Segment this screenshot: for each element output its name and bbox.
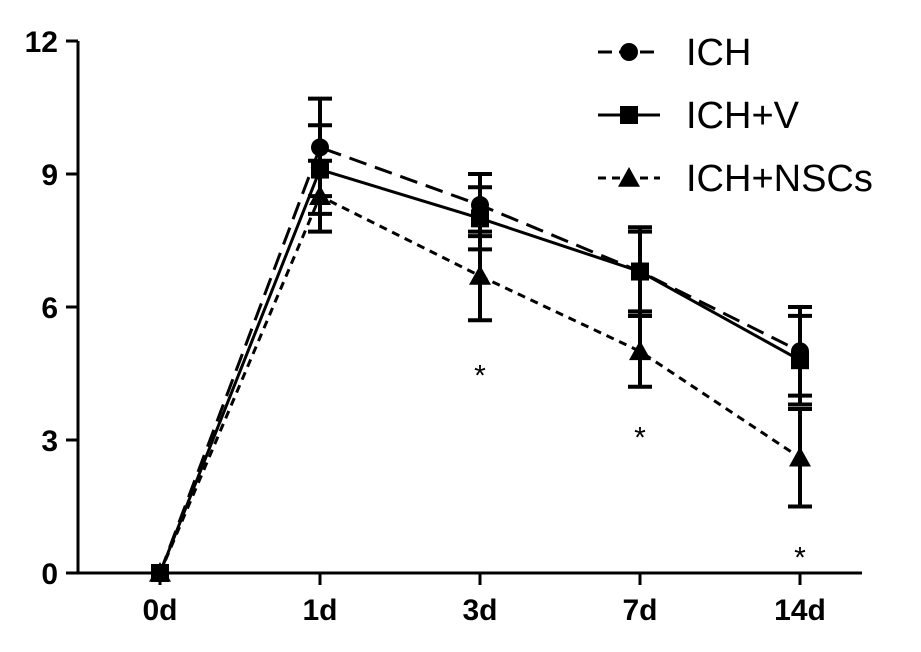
x-tick-label: 1d: [302, 594, 337, 627]
x-tick-label: 3d: [462, 594, 497, 627]
data-point: [471, 209, 489, 228]
x-tick-label: 0d: [142, 594, 177, 627]
y-tick-label: 12: [25, 26, 58, 59]
legend-marker: [620, 106, 638, 124]
series-ich-v: [151, 123, 812, 582]
legend-label: ICH+NSCs: [686, 158, 873, 200]
y-tick-label: 0: [41, 558, 58, 591]
y-tick-label: 6: [41, 292, 58, 325]
data-point: [791, 351, 809, 370]
annotations: * * *: [474, 360, 806, 575]
axes: 0 3 6 9 12 0d 1d 3d 7d 14d: [25, 26, 862, 627]
legend: ICH ICH+V ICH+NSCs: [598, 32, 873, 200]
y-tick-label: 9: [41, 159, 58, 192]
legend-label: ICH: [686, 32, 751, 74]
data-point: [789, 446, 811, 467]
significance-annotation: *: [634, 422, 646, 455]
data-point: [469, 264, 491, 285]
legend-marker: [620, 43, 638, 61]
data-point: [309, 185, 331, 205]
legend-marker: [618, 167, 640, 187]
significance-annotation: *: [474, 360, 486, 393]
series-layer: [149, 96, 812, 582]
data-point: [149, 562, 171, 582]
legend-label: ICH+V: [686, 95, 800, 137]
y-tick-label: 3: [41, 425, 58, 458]
data-point: [629, 340, 651, 361]
significance-annotation: *: [794, 541, 806, 574]
x-tick-label: 7d: [622, 594, 657, 627]
series-ich-nscs: [149, 158, 812, 582]
data-point: [631, 262, 649, 281]
x-tick-label: 14d: [774, 594, 826, 627]
